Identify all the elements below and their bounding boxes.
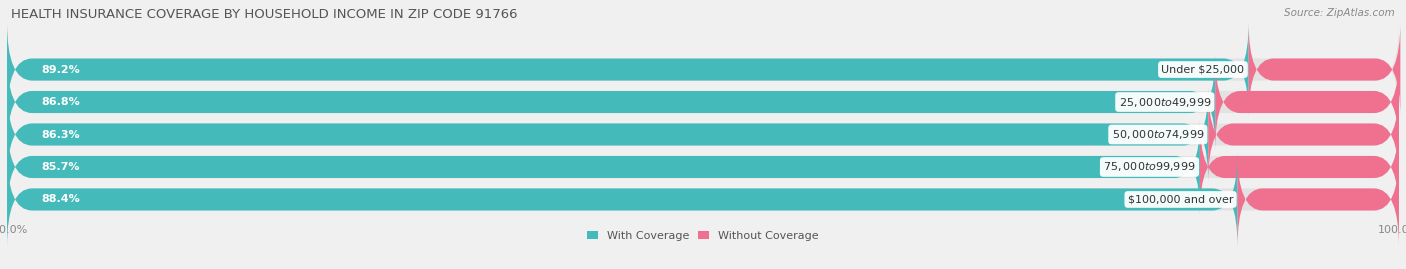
- FancyBboxPatch shape: [7, 152, 1399, 247]
- FancyBboxPatch shape: [7, 22, 1249, 117]
- FancyBboxPatch shape: [7, 87, 1208, 182]
- Legend: With Coverage, Without Coverage: With Coverage, Without Coverage: [588, 231, 818, 241]
- FancyBboxPatch shape: [7, 55, 1399, 150]
- Text: HEALTH INSURANCE COVERAGE BY HOUSEHOLD INCOME IN ZIP CODE 91766: HEALTH INSURANCE COVERAGE BY HOUSEHOLD I…: [11, 8, 517, 21]
- Text: 86.3%: 86.3%: [42, 129, 80, 140]
- Text: $25,000 to $49,999: $25,000 to $49,999: [1119, 95, 1211, 108]
- Text: 85.7%: 85.7%: [42, 162, 80, 172]
- FancyBboxPatch shape: [7, 87, 1399, 182]
- Text: $100,000 and over: $100,000 and over: [1128, 194, 1233, 204]
- FancyBboxPatch shape: [7, 22, 1399, 117]
- Text: $75,000 to $99,999: $75,000 to $99,999: [1104, 161, 1195, 174]
- Text: 88.4%: 88.4%: [42, 194, 80, 204]
- FancyBboxPatch shape: [1215, 55, 1399, 150]
- FancyBboxPatch shape: [1249, 22, 1400, 117]
- FancyBboxPatch shape: [7, 119, 1399, 214]
- Text: 86.8%: 86.8%: [42, 97, 80, 107]
- FancyBboxPatch shape: [7, 152, 1237, 247]
- FancyBboxPatch shape: [1237, 152, 1399, 247]
- Text: 89.2%: 89.2%: [42, 65, 80, 75]
- Text: Under $25,000: Under $25,000: [1161, 65, 1244, 75]
- FancyBboxPatch shape: [1199, 119, 1399, 214]
- Text: $50,000 to $74,999: $50,000 to $74,999: [1112, 128, 1204, 141]
- FancyBboxPatch shape: [7, 55, 1215, 150]
- FancyBboxPatch shape: [1208, 87, 1399, 182]
- Text: Source: ZipAtlas.com: Source: ZipAtlas.com: [1284, 8, 1395, 18]
- FancyBboxPatch shape: [7, 119, 1199, 214]
